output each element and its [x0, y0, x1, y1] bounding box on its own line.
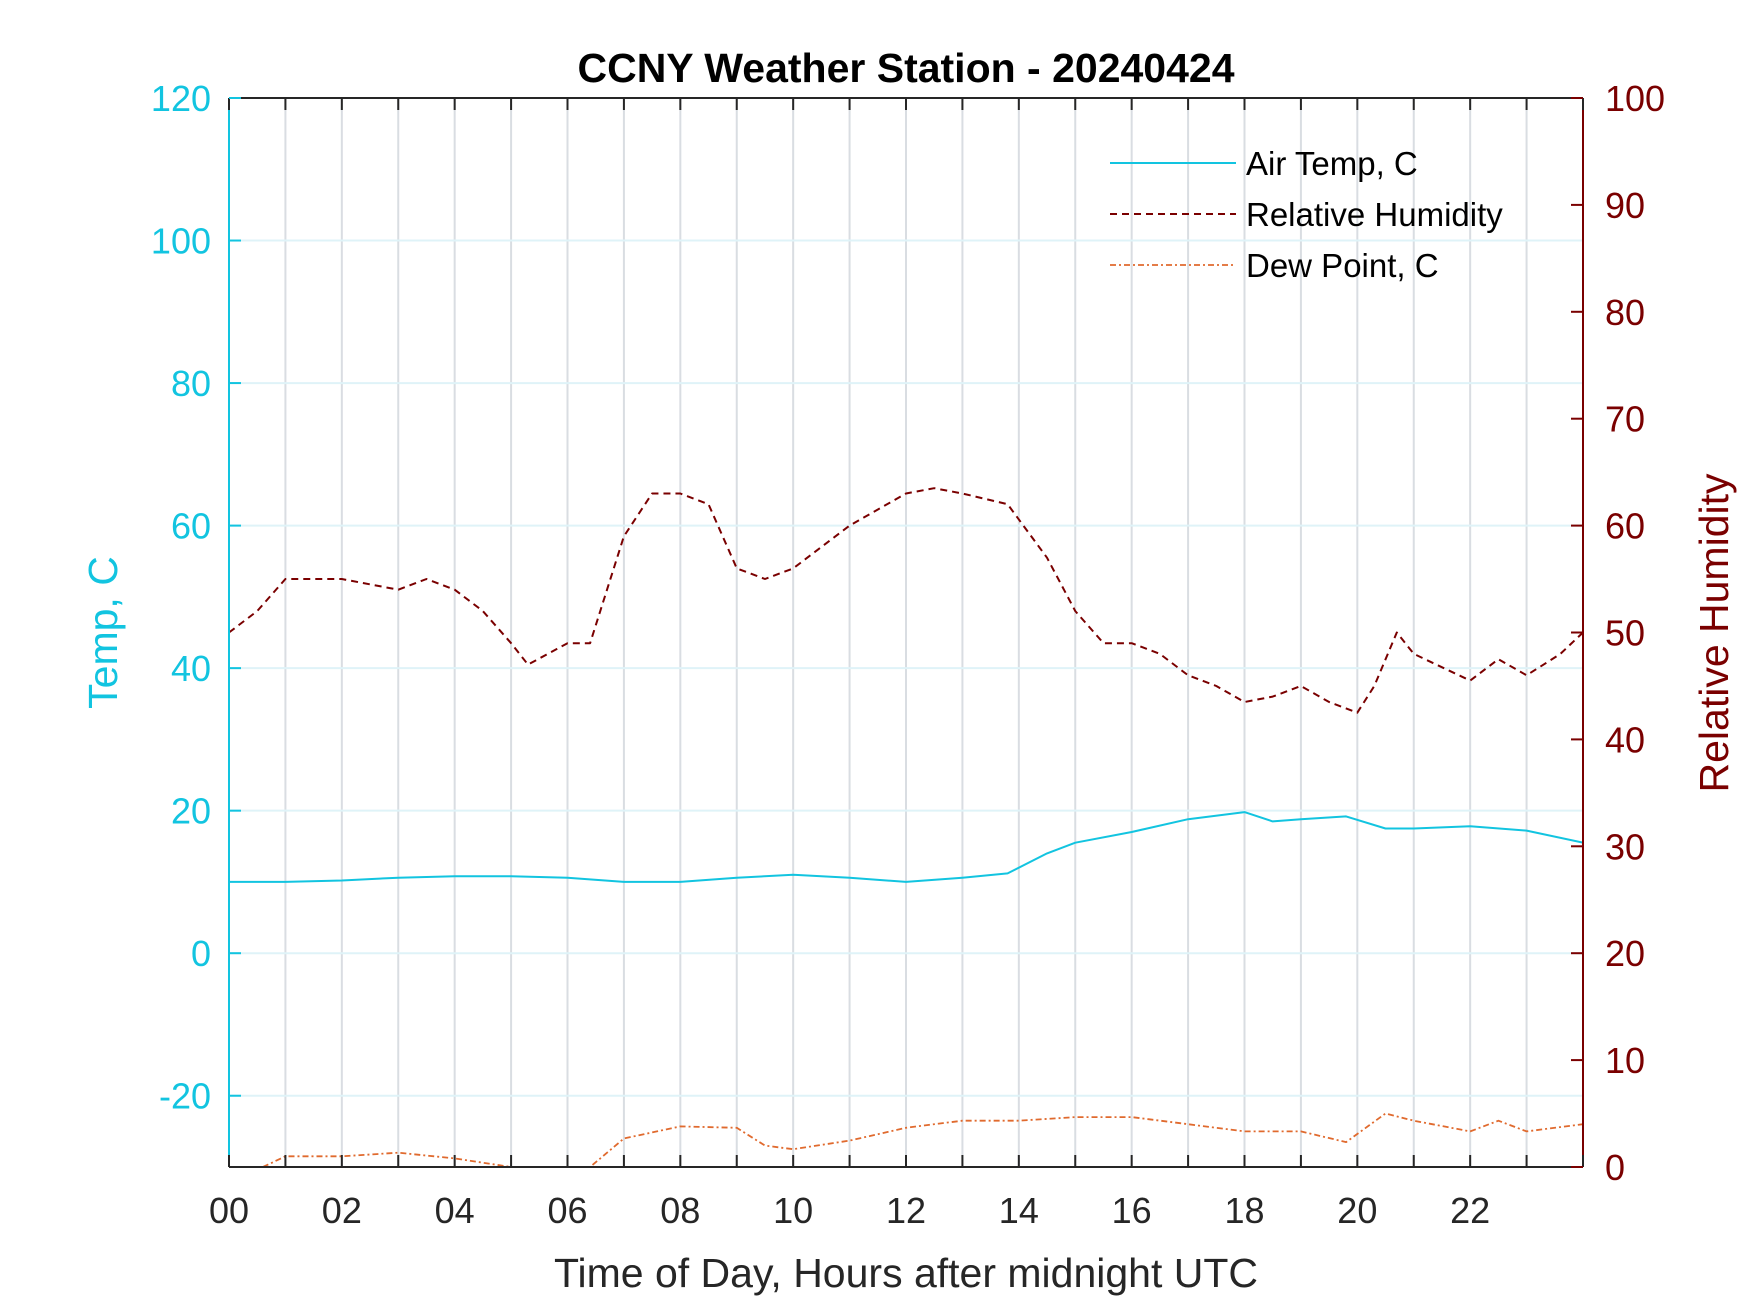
y-right-tick-label: 100	[1605, 78, 1665, 119]
y-right-tick-label: 40	[1605, 719, 1645, 760]
series-lines	[229, 487, 1583, 1167]
y-left-tick-label: 80	[171, 363, 211, 404]
y-left-tick-label: 60	[171, 506, 211, 547]
x-tick-label: 04	[435, 1190, 475, 1231]
y-left-tick-label: 20	[171, 791, 211, 832]
x-tick-label: 08	[660, 1190, 700, 1231]
y-left-tick-label: 120	[151, 78, 211, 119]
grid-lines	[229, 98, 1583, 1167]
x-axis-label: Time of Day, Hours after midnight UTC	[554, 1250, 1258, 1296]
relative-humidity-line	[229, 487, 1583, 714]
y-axis-right-label: Relative Humidity	[1691, 473, 1737, 792]
axes: 00 02 04 06 08 10 12 14 16 18 20 22-200204060801001…	[151, 78, 1665, 1231]
legend: Air Temp, C Relative Humidity Dew Point, C	[1110, 145, 1503, 284]
relative-humidity-legend-label: Relative Humidity	[1246, 196, 1503, 233]
y-left-tick-label: 40	[171, 648, 211, 689]
y-axis-left-label: Temp, C	[80, 556, 126, 709]
air-temp-c-legend-label: Air Temp, C	[1246, 145, 1418, 182]
x-tick-label: 10	[773, 1190, 813, 1231]
chart-title: CCNY Weather Station - 20240424	[577, 45, 1234, 91]
y-left-tick-label: 0	[191, 933, 211, 974]
y-right-tick-label: 0	[1605, 1147, 1625, 1188]
dew-point-c-line	[262, 1112, 1583, 1167]
y-right-tick-label: 80	[1605, 292, 1645, 333]
y-right-tick-label: 60	[1605, 506, 1645, 547]
x-tick-label: 02	[322, 1190, 362, 1231]
x-tick-label: 12	[886, 1190, 926, 1231]
y-left-tick-label: 100	[151, 221, 211, 262]
x-tick-label: 20	[1337, 1190, 1377, 1231]
y-right-tick-label: 70	[1605, 399, 1645, 440]
x-tick-label: 18	[1224, 1190, 1264, 1231]
y-left-tick-label: -20	[159, 1076, 211, 1117]
y-right-tick-label: 20	[1605, 933, 1645, 974]
y-right-tick-label: 10	[1605, 1040, 1645, 1081]
x-tick-label: 00	[209, 1190, 249, 1231]
air-temp-c-line	[229, 811, 1583, 883]
x-tick-label: 16	[1112, 1190, 1152, 1231]
y-right-tick-label: 30	[1605, 826, 1645, 867]
x-tick-label: 06	[547, 1190, 587, 1231]
dew-point-c-legend-label: Dew Point, C	[1246, 247, 1439, 284]
x-tick-label: 22	[1450, 1190, 1490, 1231]
y-right-tick-label: 50	[1605, 613, 1645, 654]
y-right-tick-label: 90	[1605, 185, 1645, 226]
x-tick-label: 14	[999, 1190, 1039, 1231]
